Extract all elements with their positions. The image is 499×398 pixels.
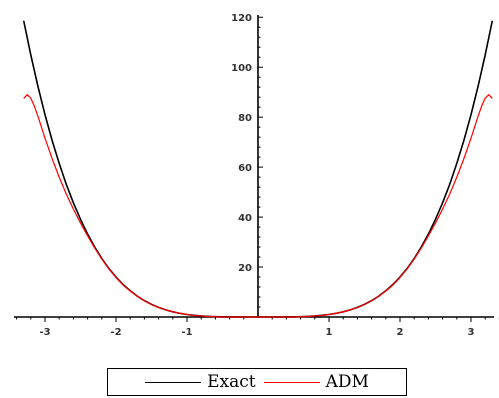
x-tick-label: -1 — [181, 327, 192, 338]
legend-label-exact: Exact — [207, 372, 256, 392]
x-tick-label: 1 — [326, 327, 333, 338]
legend: Exact ADM — [107, 368, 407, 396]
y-tick-label: 120 — [231, 13, 252, 24]
x-tick-label: -2 — [110, 327, 121, 338]
series-lines — [22, 20, 494, 318]
y-tick-label: 100 — [231, 63, 252, 74]
legend-item-exact: Exact — [145, 372, 256, 392]
legend-label-adm: ADM — [325, 372, 369, 392]
legend-swatch-exact — [145, 381, 202, 383]
legend-item-adm: ADM — [263, 372, 369, 392]
line-chart: -3 -2 -1 1 2 3 20 40 60 80 100 120 — [14, 13, 499, 338]
series-line-adm — [23, 94, 493, 318]
axis-ticks: -3 -2 -1 1 2 3 20 40 60 80 100 120 — [16, 13, 499, 338]
x-tick-label: 3 — [468, 327, 475, 338]
y-tick-label: 80 — [238, 113, 252, 124]
legend-swatch-adm — [263, 381, 320, 383]
y-tick-label: 20 — [238, 263, 252, 274]
y-tick-label: 40 — [238, 213, 252, 224]
x-tick-label: 2 — [397, 327, 404, 338]
y-tick-label: 60 — [238, 163, 252, 174]
x-tick-label: -3 — [39, 327, 50, 338]
